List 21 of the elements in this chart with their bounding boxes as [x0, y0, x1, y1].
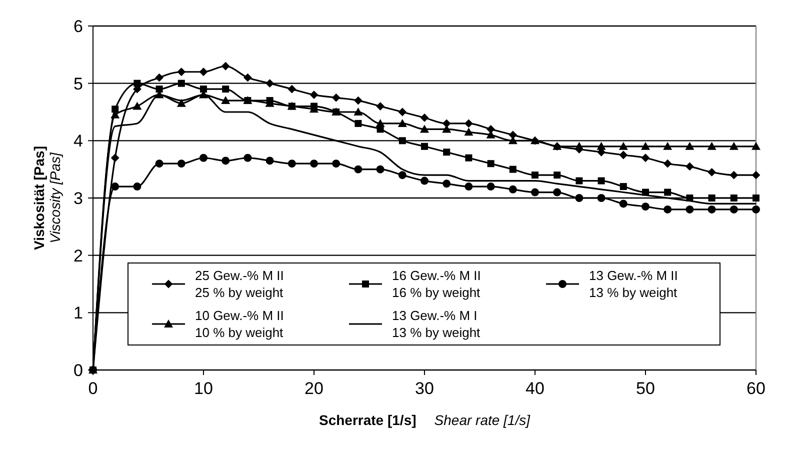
legend-label: 25 Gew.-% M II 25 % by weight	[195, 268, 284, 300]
x-tick-label: 10	[194, 379, 213, 398]
y-tick-label: 1	[74, 304, 83, 323]
x-tick-label: 20	[304, 379, 324, 398]
x-tick-label: 0	[88, 379, 98, 398]
y-tick-label: 0	[74, 360, 83, 380]
x-tick-label: 50	[636, 379, 655, 398]
y-tick-label: 4	[74, 132, 83, 151]
y-tick-label: 3	[74, 188, 83, 208]
y-tick-label: 6	[74, 16, 83, 36]
legend-label: 13 Gew.-% M I 13 % by weight	[392, 308, 481, 340]
legend-label: 10 Gew.-% M II 10 % by weight	[195, 308, 284, 340]
y-axis-title: Viskosität [Pas] Viscosity [Pas]	[31, 146, 63, 250]
y-tick-label: 2	[74, 246, 83, 266]
text: Scherrate [1/s] Shear rate [1/s]	[319, 412, 530, 428]
legend-label: 16 Gew.-% M II 16 % by weight	[392, 268, 481, 300]
legend-label: 13 Gew.-% M II 13 % by weight	[589, 268, 678, 300]
y-tick-label: 5	[74, 74, 83, 94]
x-tick-label: 30	[415, 379, 434, 398]
x-tick-label: 40	[526, 379, 544, 398]
x-tick-label: 60	[746, 379, 766, 398]
